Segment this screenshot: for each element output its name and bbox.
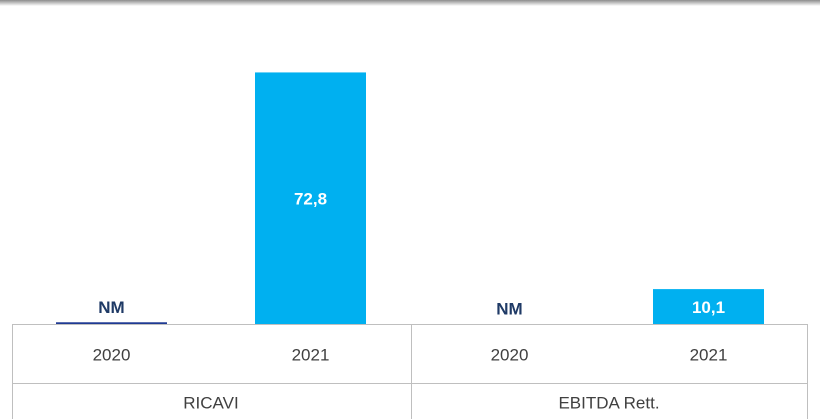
x-tick-label: 2020	[491, 345, 529, 364]
x-tick-label: 2020	[93, 345, 131, 364]
bar	[56, 322, 167, 324]
top-shadow	[0, 0, 820, 6]
data-label: 72,8	[294, 190, 327, 209]
data-label: NM	[496, 299, 522, 318]
bar	[653, 289, 764, 324]
data-label: 10,1	[692, 298, 725, 317]
x-tick-label: 2021	[292, 345, 330, 364]
bar	[255, 72, 366, 325]
x-tick-label: 2021	[690, 345, 728, 364]
data-label: NM	[98, 298, 124, 317]
group-label: RICAVI	[183, 393, 238, 412]
group-label: EBITDA Rett.	[558, 393, 659, 412]
